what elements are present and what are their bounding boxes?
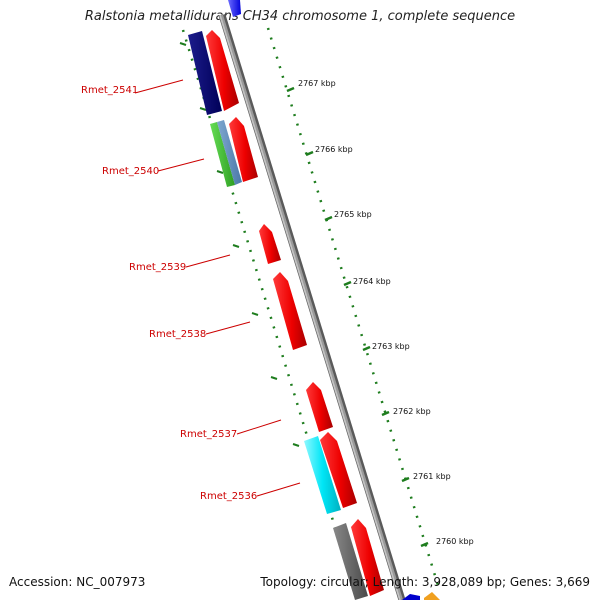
gene-label-rmet2540: Rmet_2540 (102, 166, 159, 177)
tick-label: 2764 kbp (353, 277, 391, 286)
gene-label-rmet2541: Rmet_2541 (81, 85, 138, 96)
gene-rmet2538 (273, 272, 307, 350)
tick-label: 2766 kbp (315, 145, 353, 154)
tick-label: 2763 kbp (372, 342, 410, 351)
gene-label-rmet2537: Rmet_2537 (180, 429, 237, 440)
map-title: Ralstonia metallidurans CH34 chromosome … (84, 9, 516, 24)
gene-rmet2540-green (210, 122, 235, 187)
gene-label-rmet2538: Rmet_2538 (149, 329, 206, 340)
outer-ruler (266, 27, 442, 593)
gene-label-rmet2539: Rmet_2539 (129, 262, 186, 273)
gene-orange-bottom (424, 592, 440, 600)
gene-label-leaders (134, 79, 301, 497)
gene-blue-top (228, 0, 241, 17)
inner-ruler-ticks (179, 42, 300, 447)
gene-red-bottom (351, 519, 384, 596)
tick-label: 2760 kbp (436, 537, 474, 546)
gene-rmet2541 (206, 30, 239, 111)
gene-rmet2536 (320, 432, 357, 508)
gene-rmet2537 (306, 382, 333, 432)
gene-rmet2540-steel (217, 120, 242, 185)
tick-label: 2765 kbp (334, 210, 372, 219)
gene-rmet2540 (229, 117, 258, 182)
genome-summary-text: Topology: circular; Length: 3,928,089 bp… (260, 575, 590, 589)
gene-label-rmet2536: Rmet_2536 (200, 491, 257, 502)
gene-rmet2541-navy (188, 31, 222, 115)
outer-ruler-ticks (286, 86, 429, 548)
gene-rmet2536-cyan (304, 436, 341, 514)
backbone (218, 13, 406, 600)
tick-label: 2762 kbp (393, 407, 431, 416)
gene-blue-bottom (402, 594, 420, 600)
tick-label: 2767 kbp (298, 79, 336, 88)
accession-text: Accession: NC_007973 (9, 575, 146, 589)
gene-rmet2539 (259, 224, 281, 264)
tick-label: 2761 kbp (413, 472, 451, 481)
gene-gray-bottom (333, 523, 368, 600)
